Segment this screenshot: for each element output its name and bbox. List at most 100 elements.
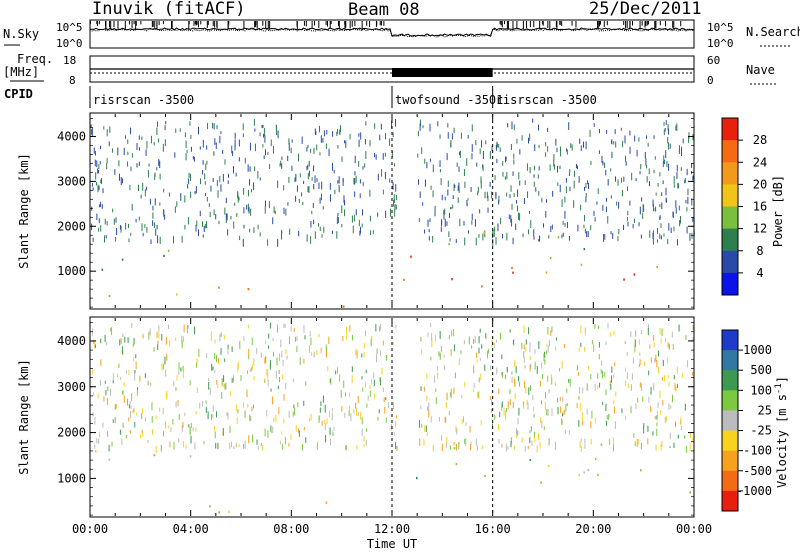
sparse-echo (484, 364, 486, 371)
sparse-echo (638, 222, 640, 227)
sparse-echo (541, 420, 543, 429)
sparse-echo (448, 212, 450, 219)
sparse-echo (512, 401, 514, 409)
cpid-strip: CPID risrscan -3500 twofsound -3501risrsc… (4, 86, 597, 108)
sparse-echo (281, 163, 283, 169)
sparse-echo (512, 171, 514, 177)
sparse-echo (104, 218, 106, 225)
sparse-echo (111, 327, 113, 336)
sparse-echo (640, 164, 642, 170)
sparse-echo (139, 434, 141, 439)
sparse-echo (513, 124, 515, 131)
sparse-echo (358, 219, 360, 227)
sparse-echo (363, 436, 365, 442)
sparse-echo (105, 235, 107, 239)
sparse-echo (664, 127, 666, 132)
sparse-echo (692, 134, 694, 141)
x-tick-label: 00:00 (72, 522, 108, 536)
sparse-echo (123, 147, 125, 156)
sparse-echo (231, 377, 233, 383)
sparse-echo (345, 445, 347, 451)
sparse-echo (675, 421, 677, 428)
sparse-echo (478, 336, 480, 344)
sparse-echo (605, 403, 607, 412)
sparse-echo (653, 334, 655, 341)
sparse-echo (646, 165, 648, 169)
sparse-echo (559, 165, 561, 169)
sparse-echo (119, 224, 121, 230)
velocity-colorbar-tick-label: 1000 (743, 343, 772, 357)
sparse-echo (485, 140, 487, 145)
sparse-echo (661, 377, 663, 381)
freq-switching-block (392, 68, 493, 77)
time-axis: 00:00 04:00 08:00 12:00 16:00 20:00 00:00 (72, 522, 712, 536)
sparse-echo (614, 406, 616, 414)
sparse-echo (385, 210, 387, 218)
y-tick-label: 1000 (57, 471, 86, 485)
sparse-echo (508, 214, 510, 220)
sparse-echo (493, 342, 495, 348)
sparse-echo (215, 354, 217, 363)
sparse-echo (680, 167, 682, 172)
sparse-echo (494, 175, 496, 181)
sparse-echo (237, 361, 239, 369)
sparse-echo (426, 162, 428, 169)
colorbar-frame (721, 329, 739, 512)
sparse-echo (444, 208, 446, 215)
sparse-echo (354, 177, 356, 185)
sparse-echo (624, 367, 626, 372)
sparse-echo (512, 237, 514, 245)
sparse-echo (529, 166, 531, 174)
echo-cell (583, 471, 585, 474)
sparse-echo (611, 151, 613, 159)
sparse-echo (165, 121, 167, 125)
sparse-echo (591, 340, 593, 345)
sparse-echo (585, 196, 587, 203)
sparse-echo (481, 140, 483, 148)
sparse-echo (359, 226, 361, 234)
sparse-echo (358, 139, 360, 147)
sparse-echo (247, 203, 249, 212)
sparse-echo (419, 119, 421, 127)
sparse-echo (352, 225, 354, 234)
colorbar-swatch (722, 250, 738, 274)
sparse-echo (266, 368, 268, 376)
sparse-echo (551, 377, 553, 385)
power-panel-frame (89, 112, 695, 310)
sparse-echo (371, 335, 373, 342)
echo-cell (656, 265, 658, 269)
sparse-echo (247, 403, 249, 408)
sparse-echo (263, 155, 265, 160)
sparse-echo (184, 412, 186, 416)
sparse-echo (639, 359, 641, 365)
sparse-echo (359, 411, 361, 420)
sparse-echo (668, 128, 670, 135)
sparse-echo (325, 435, 327, 443)
sparse-echo (237, 195, 239, 203)
sparse-echo (303, 400, 305, 406)
sparse-echo (510, 185, 512, 192)
sparse-echo (525, 347, 527, 352)
sparse-echo (211, 122, 213, 129)
power-colorbar-tick-label: 12 (753, 222, 767, 236)
sparse-echo (225, 213, 227, 219)
sparse-echo (301, 136, 303, 144)
sparse-echo (112, 208, 114, 213)
sparse-echo (614, 129, 616, 135)
sparse-echo (253, 119, 255, 126)
sparse-echo (521, 342, 523, 350)
sparse-echo (505, 416, 507, 421)
sparse-echo (142, 431, 144, 437)
sparse-echo (627, 186, 629, 192)
sparse-echo (427, 406, 429, 412)
sparse-echo (226, 412, 228, 416)
x-tick-label: 16:00 (475, 522, 511, 536)
sparse-echo (138, 161, 140, 166)
sparse-echo (509, 399, 511, 406)
sparse-echo (611, 366, 613, 373)
sparse-echo (181, 335, 183, 343)
sparse-echo (223, 383, 225, 388)
sparse-echo (100, 179, 102, 184)
sparse-echo (284, 436, 286, 445)
sparse-echo (643, 423, 645, 427)
